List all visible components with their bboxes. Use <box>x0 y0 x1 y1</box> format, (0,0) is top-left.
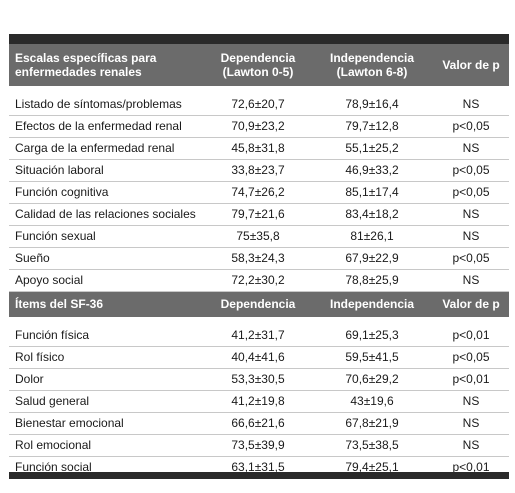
table-row: Sueño 58,3±24,3 67,9±22,9 p<0,05 <box>9 247 509 270</box>
row-label: Función sexual <box>9 225 205 248</box>
table-row: Apoyo social 72,2±30,2 78,8±25,9 NS <box>9 269 509 292</box>
column-header-scale: Escalas específicas para enfermedades re… <box>9 44 205 86</box>
dependence-value: 41,2±19,8 <box>205 390 311 413</box>
dependence-value: 73,5±39,9 <box>205 434 311 457</box>
table-row: Rol físico 40,4±41,6 59,5±41,5 p<0,05 <box>9 346 509 369</box>
independence-value: 69,1±25,3 <box>311 324 433 347</box>
row-label: Función cognitiva <box>9 181 205 204</box>
p-value: NS <box>433 203 509 226</box>
dependence-value: 72,2±30,2 <box>205 269 311 292</box>
p-value: p<0,05 <box>433 181 509 204</box>
dependence-value: 66,6±21,6 <box>205 412 311 435</box>
independence-value: 59,5±41,5 <box>311 346 433 369</box>
row-label: Sueño <box>9 247 205 270</box>
p-value: p<0,01 <box>433 368 509 391</box>
row-label: Rol físico <box>9 346 205 369</box>
row-label: Apoyo social <box>9 269 205 292</box>
p-value: p<0,05 <box>433 115 509 138</box>
dependence-value: 45,8±31,8 <box>205 137 311 160</box>
p-value: NS <box>433 225 509 248</box>
row-label: Rol emocional <box>9 434 205 457</box>
table-row: Función sexual 75±35,8 81±26,1 NS <box>9 225 509 248</box>
results-table: Escalas específicas para enfermedades re… <box>9 44 509 478</box>
independence-value: 78,9±16,4 <box>311 93 433 116</box>
row-label: Salud general <box>9 390 205 413</box>
row-label: Calidad de las relaciones sociales <box>9 203 205 226</box>
dependence-value: 41,2±31,7 <box>205 324 311 347</box>
column-header-dependence: Dependencia <box>205 291 311 317</box>
row-label: Carga de la enfermedad renal <box>9 137 205 160</box>
section2-header-row: Ítems del SF-36 Dependencia Independenci… <box>9 291 509 317</box>
table-row: Salud general 41,2±19,8 43±19,6 NS <box>9 390 509 413</box>
table-row: Calidad de las relaciones sociales 79,7±2… <box>9 203 509 226</box>
row-label: Bienestar emocional <box>9 412 205 435</box>
independence-value: 67,8±21,9 <box>311 412 433 435</box>
p-value: NS <box>433 269 509 292</box>
p-value: p<0,05 <box>433 247 509 270</box>
dependence-value: 70,9±23,2 <box>205 115 311 138</box>
column-header-independence: Independencia <box>311 291 433 317</box>
dependence-value: 53,3±30,5 <box>205 368 311 391</box>
column-header-p-value: Valor de p <box>433 291 509 317</box>
dependence-value: 33,8±23,7 <box>205 159 311 182</box>
table-bottom-rule <box>9 472 509 479</box>
table-row: Función física 41,2±31,7 69,1±25,3 p<0,01 <box>9 324 509 347</box>
table-row: Función social 63,1±31,5 79,4±25,1 p<0,01 <box>9 456 509 478</box>
p-value: NS <box>433 434 509 457</box>
spacer-row <box>9 86 509 93</box>
dependence-value: 72,6±20,7 <box>205 93 311 116</box>
dependence-value: 58,3±24,3 <box>205 247 311 270</box>
row-label: Dolor <box>9 368 205 391</box>
row-label: Función física <box>9 324 205 347</box>
independence-value: 79,4±25,1 <box>345 460 399 475</box>
table-row: Bienestar emocional 66,6±21,6 67,8±21,9 NS <box>9 412 509 435</box>
p-value: NS <box>433 137 509 160</box>
table-row: Rol emocional 73,5±39,9 73,5±38,5 NS <box>9 434 509 457</box>
p-value: p<0,05 <box>433 346 509 369</box>
independence-value: 70,6±29,2 <box>311 368 433 391</box>
dependence-value: 75±35,8 <box>205 225 311 248</box>
row-label: Función social <box>15 460 92 475</box>
independence-value: 67,9±22,9 <box>311 247 433 270</box>
column-header-item: Ítems del SF-36 <box>9 291 205 317</box>
p-value: p<0,05 <box>433 159 509 182</box>
table-row: Situación laboral 33,8±23,7 46,9±33,2 p<0,0… <box>9 159 509 182</box>
row-label: Efectos de la enfermedad renal <box>9 115 205 138</box>
dependence-value: 79,7±21,6 <box>205 203 311 226</box>
column-header-p-value: Valor de p <box>433 44 509 86</box>
table-row: Efectos de la enfermedad renal 70,9±23,2 7… <box>9 115 509 138</box>
table-row: Función cognitiva 74,7±26,2 85,1±17,4 p<0,0… <box>9 181 509 204</box>
row-label: Listado de síntomas/problemas <box>9 93 205 116</box>
p-value: NS <box>433 93 509 116</box>
independence-value: 81±26,1 <box>311 225 433 248</box>
independence-value: 43±19,6 <box>311 390 433 413</box>
table-row: Dolor 53,3±30,5 70,6±29,2 p<0,01 <box>9 368 509 391</box>
independence-value: 83,4±18,2 <box>311 203 433 226</box>
results-table-body: Escalas específicas para enfermedades re… <box>9 44 509 478</box>
dependence-value: 74,7±26,2 <box>205 181 311 204</box>
dependence-value: 63,1±31,5 <box>231 460 285 475</box>
column-header-independence: Independencia (Lawton 6-8) <box>311 44 433 86</box>
independence-value: 79,7±12,8 <box>311 115 433 138</box>
column-header-dependence: Dependencia (Lawton 0-5) <box>205 44 311 86</box>
table-row: Listado de síntomas/problemas 72,6±20,7 78… <box>9 93 509 116</box>
p-value: NS <box>433 412 509 435</box>
independence-value: 85,1±17,4 <box>311 181 433 204</box>
table-top-rule <box>9 34 509 44</box>
spacer-row <box>9 317 509 324</box>
independence-value: 78,8±25,9 <box>311 269 433 292</box>
independence-value: 46,9±33,2 <box>311 159 433 182</box>
section1-header-row: Escalas específicas para enfermedades re… <box>9 44 509 86</box>
table-row: Carga de la enfermedad renal 45,8±31,8 55,… <box>9 137 509 160</box>
dependence-value: 40,4±41,6 <box>205 346 311 369</box>
independence-value: 73,5±38,5 <box>311 434 433 457</box>
p-value: p<0,01 <box>433 324 509 347</box>
p-value: NS <box>433 390 509 413</box>
row-label: Situación laboral <box>9 159 205 182</box>
independence-value: 55,1±25,2 <box>311 137 433 160</box>
p-value: p<0,01 <box>452 460 490 475</box>
